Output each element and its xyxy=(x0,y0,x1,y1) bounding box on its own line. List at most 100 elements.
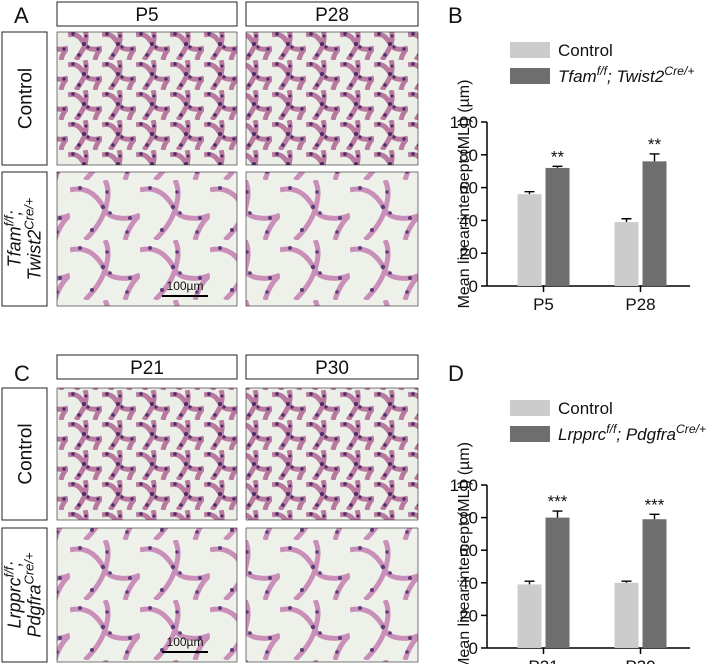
scale-bar-label: 100µm xyxy=(167,279,204,293)
column-header-box xyxy=(56,354,238,380)
label: Control xyxy=(558,41,613,60)
label: Control xyxy=(558,399,613,418)
error-bar xyxy=(621,218,632,223)
histology-image xyxy=(56,387,238,521)
y-tick-label: 0 xyxy=(469,277,478,296)
error-bar xyxy=(552,165,563,168)
error-bar xyxy=(649,513,660,520)
histology-image xyxy=(245,31,419,166)
bar xyxy=(614,222,639,286)
superscript: f/f xyxy=(597,64,609,78)
superscript: Cre/+ xyxy=(664,64,694,78)
column-header: P30 xyxy=(315,358,349,379)
text-segment: Lrpprc xyxy=(5,577,25,628)
y-tick-label: 100 xyxy=(450,113,478,132)
histology-image xyxy=(245,171,419,307)
y-tick-label: 100 xyxy=(450,476,478,495)
bar xyxy=(517,194,542,286)
bar xyxy=(642,519,667,648)
label: Twist2Cre/+ xyxy=(21,197,45,280)
histology-image xyxy=(245,527,419,663)
row-header-box xyxy=(1,387,48,521)
column-header: P28 xyxy=(315,5,349,26)
error-bar xyxy=(621,580,632,583)
row-header-text: Control xyxy=(16,423,37,484)
text-segment: Tfam xyxy=(558,67,597,86)
y-axis-title: Mean linear intercept (MLI) (µm) xyxy=(456,80,473,309)
row-header-box xyxy=(1,527,48,663)
histology-image xyxy=(56,31,238,166)
error-bar xyxy=(552,510,563,518)
row-header-text: Control xyxy=(16,68,37,129)
label: Lrpprcf/f; xyxy=(1,562,25,629)
histology-image xyxy=(245,387,419,521)
significance: ** xyxy=(648,135,662,154)
legend-swatch xyxy=(510,68,550,84)
x-tick-label: P30 xyxy=(625,657,655,664)
superscript: Cre/+ xyxy=(676,422,706,436)
x-tick-label: P28 xyxy=(625,295,655,314)
scale-bar-label: 100µm xyxy=(167,635,204,649)
bar xyxy=(545,167,570,286)
bar xyxy=(545,517,570,648)
legend-swatch xyxy=(510,426,550,442)
text-segment: ; xyxy=(5,211,25,216)
y-tick-label: 0 xyxy=(469,639,478,658)
y-axis-title: Mean linear intercept (MLI) (µm) xyxy=(456,442,473,664)
y-axis-title-group: Mean linear intercept (MLI) (µm) xyxy=(456,442,473,664)
panel-label: A xyxy=(14,3,29,28)
text-segment: Lrpprc xyxy=(558,425,607,444)
row-header-box xyxy=(1,31,48,166)
superscript: f/f xyxy=(1,214,16,226)
row-header: Tfamf/f;Twist2Cre/+ xyxy=(1,197,45,280)
bar xyxy=(642,161,667,286)
superscript: f/f xyxy=(606,422,618,436)
y-tick-label: 80 xyxy=(459,146,478,165)
panel-label: C xyxy=(14,361,30,386)
panel-label: B xyxy=(448,3,463,28)
text-segment: ; Pdgfra xyxy=(616,425,676,444)
error-bar xyxy=(649,153,660,162)
bar xyxy=(517,584,542,648)
y-tick-label: 60 xyxy=(459,179,478,198)
panel-label: D xyxy=(448,361,464,386)
label: Tfamf/f; xyxy=(1,211,25,268)
x-tick-label: P5 xyxy=(533,295,554,314)
superscript: Cre/+ xyxy=(21,197,36,229)
row-header: Control xyxy=(16,68,37,129)
histology-image xyxy=(56,171,238,307)
text-segment: Pdgfra xyxy=(25,585,45,638)
row-header-box xyxy=(1,171,48,307)
column-header-box xyxy=(245,354,419,380)
column-header-box xyxy=(56,1,238,27)
y-tick-label: 20 xyxy=(459,606,478,625)
superscript: Cre/+ xyxy=(21,552,36,584)
row-header: Lrpprcf/f;PdgfraCre/+ xyxy=(1,552,45,638)
significance: ** xyxy=(551,147,565,166)
y-tick-label: 80 xyxy=(459,509,478,528)
significance: *** xyxy=(645,495,665,514)
superscript: f/f xyxy=(1,565,16,577)
y-tick-label: 40 xyxy=(459,211,478,230)
label: Lrpprcf/f; PdgfraCre/+ xyxy=(558,422,706,444)
text-segment: Twist2 xyxy=(25,230,45,281)
y-axis-title-group: Mean linear intercept (MLI) (µm) xyxy=(456,80,473,309)
text-segment: Control xyxy=(558,399,613,418)
text-segment: Control xyxy=(558,41,613,60)
y-tick-label: 40 xyxy=(459,574,478,593)
column-header: P21 xyxy=(130,358,164,379)
error-bar xyxy=(524,191,535,195)
column-header-box xyxy=(245,1,419,27)
row-header: Control xyxy=(16,423,37,484)
legend-swatch xyxy=(510,42,550,58)
text-segment: Tfam xyxy=(5,226,25,267)
label: Tfamf/f; Twist2Cre/+ xyxy=(558,64,695,86)
bar xyxy=(614,582,639,648)
x-tick-label: P21 xyxy=(528,657,558,664)
label: PdgfraCre/+ xyxy=(21,552,45,638)
histology-panels: A BC DP5 P28ControlTfamf/f;Twist2Cre/+100µm… xyxy=(1,1,464,663)
y-tick-label: 60 xyxy=(459,541,478,560)
significance: *** xyxy=(548,492,568,511)
